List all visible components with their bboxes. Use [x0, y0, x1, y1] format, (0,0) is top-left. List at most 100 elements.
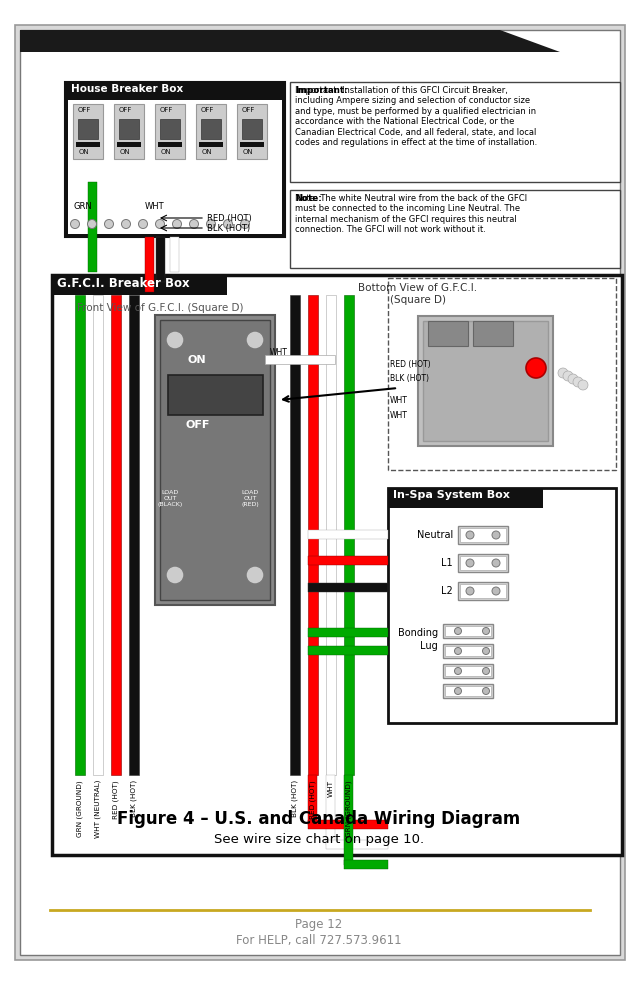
- Bar: [308, 530, 388, 539]
- Bar: [344, 775, 353, 865]
- Circle shape: [578, 380, 588, 390]
- Bar: [458, 554, 508, 572]
- Bar: [445, 626, 491, 636]
- Bar: [119, 119, 139, 139]
- Bar: [168, 375, 263, 415]
- Bar: [344, 295, 354, 775]
- Bar: [170, 237, 179, 272]
- Circle shape: [189, 220, 198, 229]
- Text: OFF: OFF: [201, 107, 214, 113]
- Circle shape: [87, 220, 96, 229]
- Bar: [460, 556, 506, 570]
- Bar: [308, 775, 317, 825]
- Circle shape: [492, 587, 500, 595]
- Circle shape: [121, 220, 131, 229]
- Text: Front View of G.F.C.I. (Square D): Front View of G.F.C.I. (Square D): [77, 303, 243, 313]
- Text: RED (HOT): RED (HOT): [113, 780, 119, 818]
- Text: Bottom View of G.F.C.I.
(Square D): Bottom View of G.F.C.I. (Square D): [359, 283, 478, 305]
- Circle shape: [573, 377, 583, 387]
- Circle shape: [466, 531, 474, 539]
- Bar: [114, 104, 144, 159]
- Text: OFF: OFF: [160, 107, 174, 113]
- Bar: [160, 320, 270, 600]
- Bar: [290, 190, 620, 268]
- Bar: [388, 278, 616, 470]
- Bar: [117, 142, 141, 147]
- Bar: [93, 295, 103, 775]
- Circle shape: [166, 566, 184, 584]
- Bar: [308, 295, 318, 775]
- Circle shape: [466, 587, 474, 595]
- Text: OFF: OFF: [78, 107, 91, 113]
- Text: ON: ON: [187, 355, 205, 365]
- Circle shape: [241, 220, 249, 229]
- Bar: [473, 321, 513, 346]
- Text: WHT: WHT: [390, 411, 408, 420]
- Circle shape: [482, 668, 489, 674]
- Bar: [460, 584, 506, 598]
- Circle shape: [166, 331, 184, 349]
- Text: GRN (GROUND): GRN (GROUND): [77, 780, 83, 837]
- Bar: [423, 321, 548, 441]
- Circle shape: [492, 531, 500, 539]
- Circle shape: [207, 220, 216, 229]
- Circle shape: [492, 559, 500, 567]
- Text: BLK (HOT): BLK (HOT): [207, 224, 250, 233]
- Bar: [308, 556, 388, 565]
- Circle shape: [454, 668, 461, 674]
- Bar: [75, 295, 85, 775]
- Bar: [428, 321, 468, 346]
- Text: Page 12: Page 12: [295, 918, 343, 931]
- Text: In-Spa System Box: In-Spa System Box: [393, 490, 510, 500]
- Bar: [326, 295, 336, 775]
- Circle shape: [482, 687, 489, 694]
- Text: OFF: OFF: [185, 420, 209, 430]
- Text: OFF: OFF: [242, 107, 255, 113]
- Bar: [458, 582, 508, 600]
- Bar: [76, 142, 100, 147]
- Bar: [445, 686, 491, 696]
- Bar: [308, 583, 388, 592]
- Circle shape: [558, 368, 568, 378]
- Text: WHT (NEUTRAL): WHT (NEUTRAL): [95, 780, 101, 838]
- Bar: [242, 119, 262, 139]
- Text: LOAD
OUT
(BLACK): LOAD OUT (BLACK): [158, 490, 182, 507]
- Circle shape: [246, 331, 264, 349]
- Bar: [73, 104, 103, 159]
- Text: Lug: Lug: [420, 641, 438, 651]
- Bar: [308, 820, 388, 829]
- Bar: [290, 82, 620, 182]
- Bar: [344, 860, 388, 869]
- Polygon shape: [20, 30, 560, 52]
- Bar: [443, 684, 493, 698]
- Circle shape: [156, 220, 165, 229]
- Text: See wire size chart on page 10.: See wire size chart on page 10.: [214, 833, 424, 846]
- Bar: [445, 666, 491, 676]
- Text: GRN (GROUND): GRN (GROUND): [346, 780, 352, 837]
- Bar: [199, 142, 223, 147]
- Text: For HELP, call 727.573.9611: For HELP, call 727.573.9611: [236, 934, 402, 947]
- Text: Bonding: Bonding: [398, 628, 438, 638]
- Bar: [308, 646, 388, 655]
- Circle shape: [223, 220, 232, 229]
- Text: BLK (HOT): BLK (HOT): [131, 780, 137, 817]
- Text: LOAD
OUT
(RED): LOAD OUT (RED): [241, 490, 259, 507]
- Text: WHT: WHT: [328, 780, 334, 797]
- Text: L1: L1: [441, 558, 453, 568]
- Bar: [129, 295, 139, 775]
- Text: OFF: OFF: [119, 107, 132, 113]
- Text: ON: ON: [120, 149, 131, 155]
- Bar: [443, 644, 493, 658]
- Bar: [237, 104, 267, 159]
- Bar: [240, 142, 264, 147]
- Bar: [52, 275, 622, 855]
- Bar: [418, 316, 553, 446]
- Text: RED (HOT): RED (HOT): [390, 360, 431, 369]
- Bar: [460, 528, 506, 542]
- Bar: [290, 295, 300, 775]
- Text: L2: L2: [441, 586, 453, 596]
- Circle shape: [454, 627, 461, 635]
- Bar: [443, 624, 493, 638]
- Circle shape: [526, 358, 546, 378]
- Circle shape: [482, 648, 489, 655]
